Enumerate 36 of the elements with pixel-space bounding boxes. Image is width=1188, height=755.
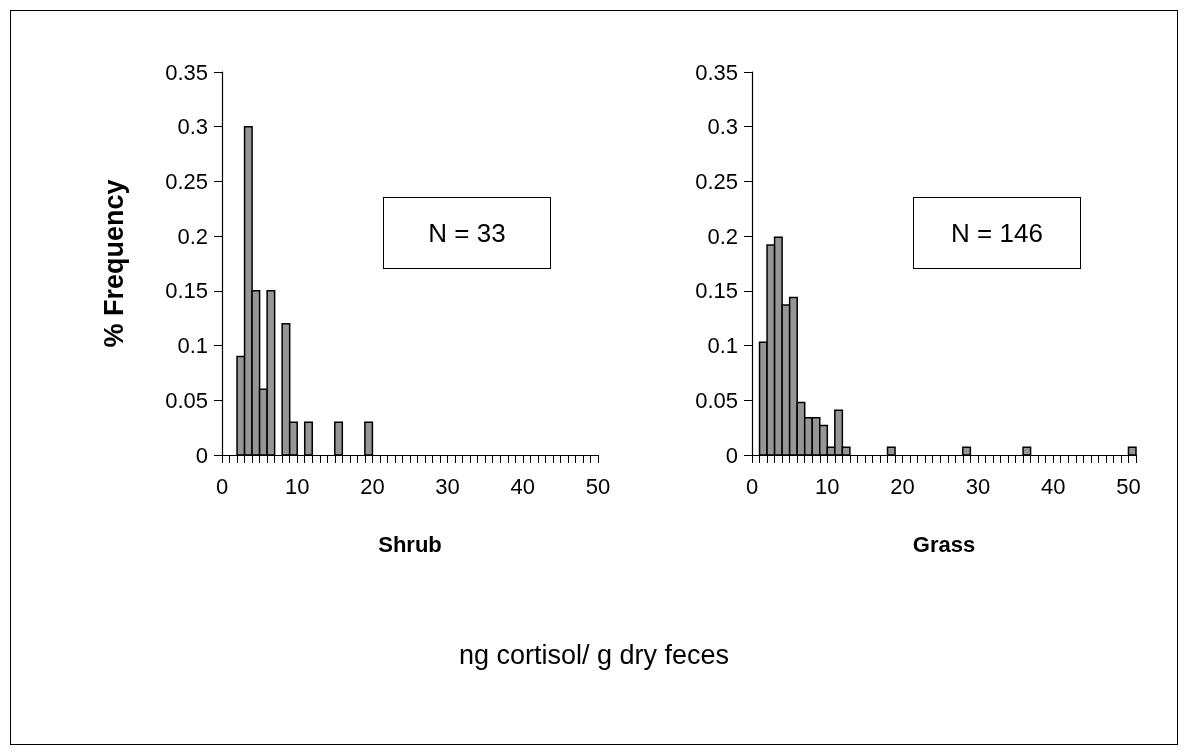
x-tick-label: 30 — [435, 473, 460, 499]
y-axis-title: % Frequency — [98, 179, 129, 348]
x-tick-label: 40 — [1040, 473, 1066, 499]
x-axis-title: Shrub — [378, 531, 442, 557]
y-tick-label: 0.35 — [695, 59, 738, 85]
x-tick-label: 30 — [965, 473, 991, 499]
y-tick-label: 0.25 — [165, 168, 208, 194]
x-tick-label: 20 — [360, 473, 385, 499]
y-tick-label: 0.25 — [695, 168, 738, 194]
x-tick-label: 0 — [745, 473, 759, 499]
x-tick-label: 20 — [890, 473, 915, 499]
y-tick-label: 0.2 — [707, 223, 738, 249]
y-tick-label: 0.05 — [695, 387, 738, 413]
y-tick-label: 0 — [195, 442, 208, 468]
x-tick-label: 50 — [1116, 473, 1141, 499]
y-tick-label: 0.15 — [165, 278, 208, 304]
y-tick-label: 0.35 — [165, 59, 208, 85]
y-tick-label: 0 — [725, 442, 738, 468]
annotation: N = 146 — [951, 217, 1043, 249]
y-tick-label: 0.15 — [695, 278, 738, 304]
label-box: N = 146 — [913, 197, 1081, 269]
x-tick-label: 10 — [284, 473, 310, 499]
y-tick-label: 0.3 — [707, 114, 738, 140]
x-tick-label: 40 — [510, 473, 536, 499]
x-tick-label: 50 — [585, 473, 611, 499]
text: ng cortisol/ g dry feces — [457, 640, 731, 671]
x-tick-label: 0 — [215, 473, 229, 499]
y-tick-label: 0.05 — [165, 387, 208, 413]
y-tick-label: 0.1 — [177, 333, 208, 359]
label-box: N = 33 — [383, 197, 551, 269]
x-axis-title: Grass — [912, 531, 976, 557]
y-tick-label: 0.1 — [707, 333, 738, 359]
y-tick-label: 0.2 — [177, 223, 208, 249]
y-tick-label: 0.3 — [177, 114, 208, 140]
annotation: N = 33 — [428, 217, 506, 249]
x-tick-label: 10 — [815, 473, 840, 499]
